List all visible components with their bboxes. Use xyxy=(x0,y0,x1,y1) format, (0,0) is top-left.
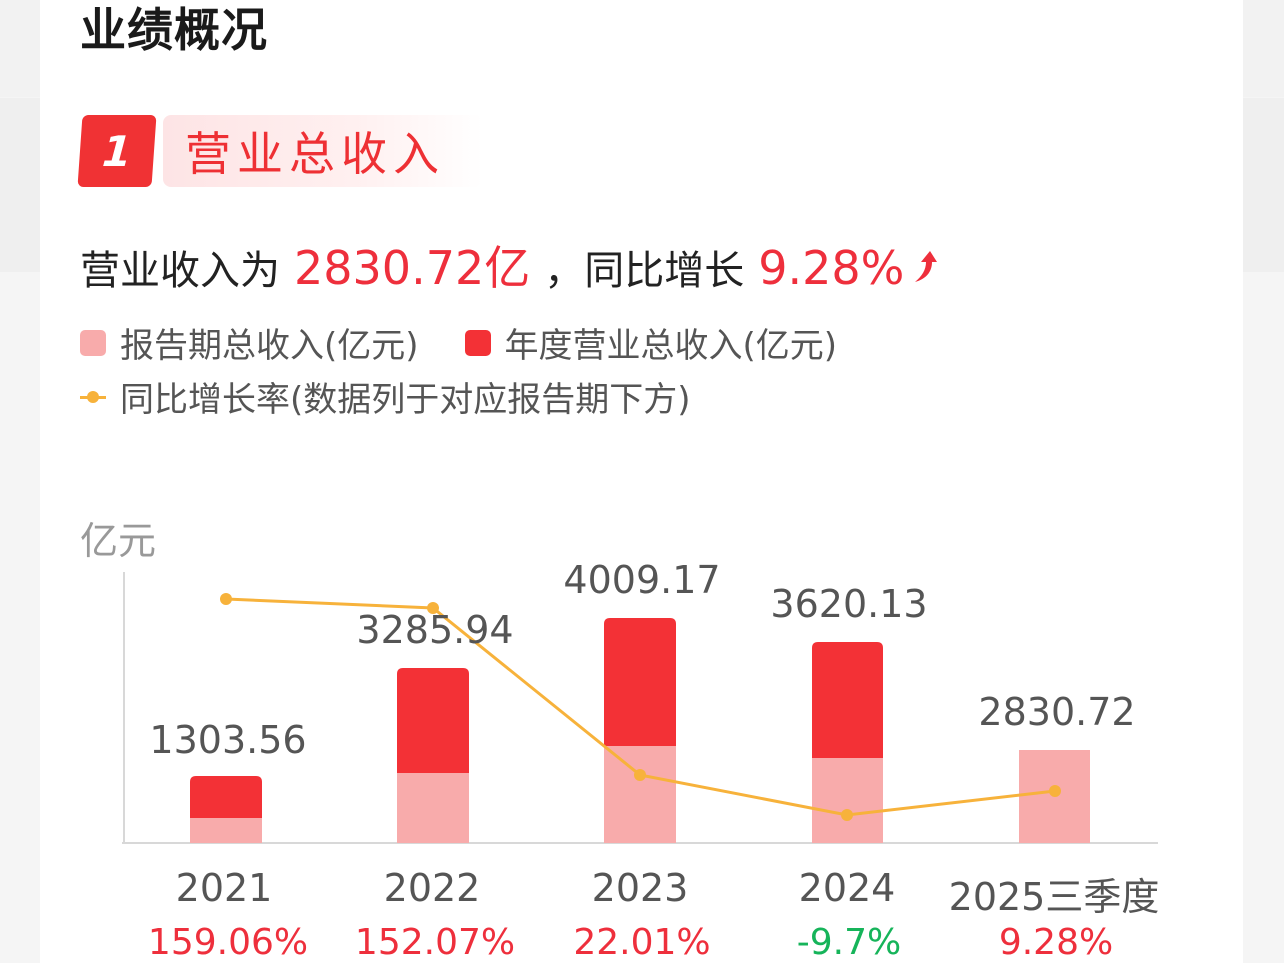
bar-2024[interactable] xyxy=(812,642,883,843)
growth-rate-label: 22.01% xyxy=(573,922,711,963)
headline-prefix: 营业收入为 xyxy=(80,248,280,294)
y-axis-unit: 亿元 xyxy=(80,519,157,563)
growth-rate-label: 152.07% xyxy=(354,922,516,963)
bar-2023[interactable] xyxy=(604,618,676,843)
bar-value-label: 3620.13 xyxy=(770,582,928,626)
growth-point[interactable] xyxy=(1049,785,1061,797)
section-title: 业绩概况 xyxy=(80,3,268,57)
growth-point[interactable] xyxy=(220,593,232,605)
growth-point[interactable] xyxy=(634,769,646,781)
x-axis-label: 2024 xyxy=(798,866,896,910)
growth-point[interactable] xyxy=(427,602,439,614)
x-axis-label: 2025三季度 xyxy=(948,875,1160,919)
x-axis-label: 2023 xyxy=(591,866,689,910)
legend: 报告期总收入(亿元) 年度营业总收入(亿元) xyxy=(80,318,837,367)
legend-label-annual: 年度营业总收入(亿元) xyxy=(504,326,838,366)
bar-value-label: 3285.94 xyxy=(356,608,514,652)
legend-line-dot-icon xyxy=(80,384,106,410)
revenue-value: 2830.72亿 xyxy=(294,241,531,295)
growth-rate-label: 159.06% xyxy=(147,922,309,963)
legend-growth: 同比增长率(数据列于对应报告期下方) xyxy=(80,372,691,421)
section-subtitle: 营业总收入 xyxy=(163,115,483,187)
headline-middle: ，同比增长 xyxy=(544,248,745,294)
bar-2021[interactable] xyxy=(190,776,262,843)
x-axis-label: 2022 xyxy=(383,866,481,910)
bar-2022[interactable] xyxy=(397,668,469,843)
revenue-headline: 营业收入为 2830.72亿 ，同比增长 9.28% xyxy=(80,232,938,298)
up-arrow-icon xyxy=(912,250,938,293)
bar-value-label: 2830.72 xyxy=(978,690,1136,734)
growth-point[interactable] xyxy=(841,809,853,821)
legend-swatch-annual xyxy=(464,329,491,356)
x-axis-label: 2021 xyxy=(175,866,273,910)
legend-label-growth: 同比增长率(数据列于对应报告期下方) xyxy=(120,380,691,420)
growth-value: 9.28% xyxy=(758,241,905,295)
bar-value-label: 4009.17 xyxy=(563,558,721,602)
growth-rate-label: 9.28% xyxy=(998,922,1114,963)
bar-value-label: 1303.56 xyxy=(149,718,307,762)
legend-label-period: 报告期总收入(亿元) xyxy=(120,326,419,366)
growth-rate-label: -9.7% xyxy=(796,922,902,963)
legend-swatch-period xyxy=(80,329,106,356)
